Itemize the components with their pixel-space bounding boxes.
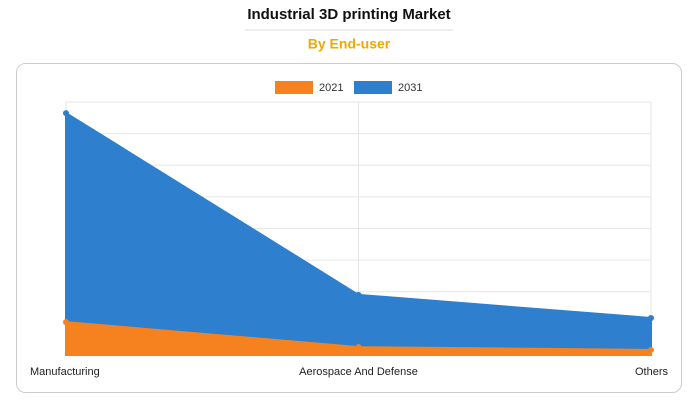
point [648,314,654,321]
plot: Manufacturing Aerospace And Defense Others… [30,81,668,378]
point [355,291,362,298]
legend-swatch [275,81,313,94]
x-tick-label: Others [635,366,669,378]
page-subtitle: By End-user [308,36,391,52]
legend-label: 2021 [319,82,343,94]
point [63,319,69,326]
point [648,346,654,353]
x-tick-label: Manufacturing [30,366,100,378]
x-tick-label: Aerospace And Defense [299,366,418,378]
legend-swatch [354,81,392,94]
page-title: Industrial 3D printing Market [247,6,450,23]
point [355,344,362,351]
legend-label: 2031 [398,82,422,94]
area [65,111,652,356]
point [63,110,69,117]
